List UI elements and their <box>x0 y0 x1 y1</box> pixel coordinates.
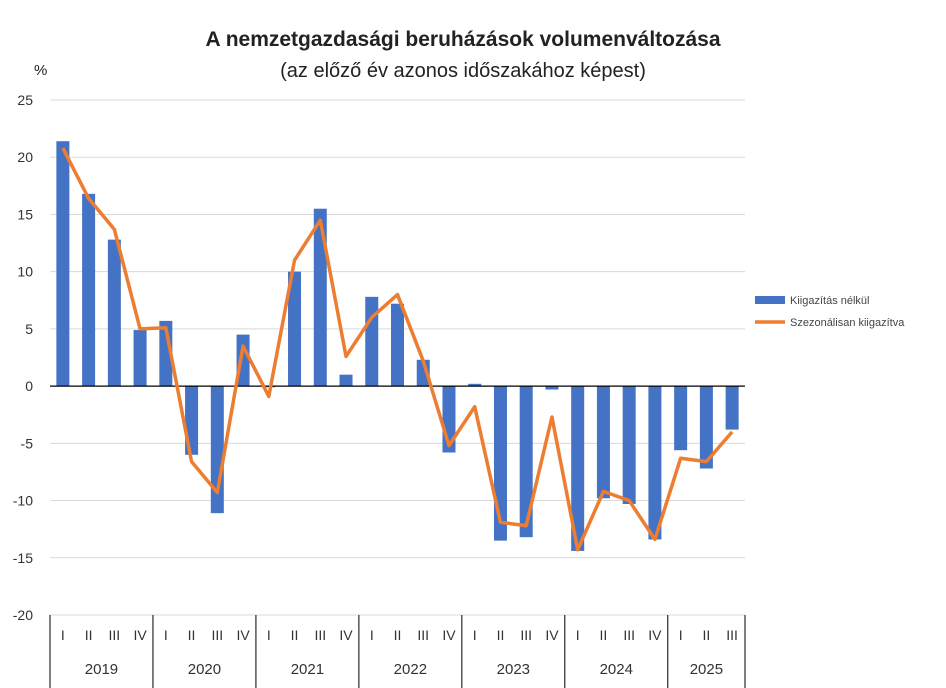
bar <box>313 208 327 387</box>
bar <box>571 386 585 551</box>
bar <box>133 330 147 387</box>
bar <box>725 386 739 430</box>
y-tick-label: 20 <box>17 149 33 165</box>
y-axis-unit: % <box>34 62 48 79</box>
y-tick-label: -15 <box>13 550 33 566</box>
x-tick-label: III <box>211 627 223 643</box>
legend-swatch-bar <box>755 296 785 304</box>
bar <box>622 386 636 504</box>
chart-title: A nemzetgazdasági beruházások volumenvál… <box>205 28 721 51</box>
bar <box>648 386 662 540</box>
bar <box>596 386 610 499</box>
bar <box>288 271 302 387</box>
line-series <box>61 147 734 552</box>
x-tick-label: IV <box>339 627 353 643</box>
x-tick-label: II <box>497 627 505 643</box>
year-label: 2021 <box>291 661 324 678</box>
year-label: 2023 <box>497 661 530 678</box>
x-tick-label: III <box>520 627 532 643</box>
year-label: 2025 <box>690 661 723 678</box>
bar <box>699 386 713 469</box>
year-label: 2020 <box>188 661 221 678</box>
chart-subtitle: (az előző év azonos időszakához képest) <box>280 60 646 82</box>
x-tick-label: I <box>61 627 65 643</box>
y-tick-label: 25 <box>17 92 33 108</box>
y-tick-label: -20 <box>13 607 33 623</box>
y-tick-label: 10 <box>17 264 33 280</box>
bar <box>468 383 482 387</box>
x-tick-label: II <box>188 627 196 643</box>
x-tick-label: I <box>473 627 477 643</box>
x-tick-label: II <box>394 627 402 643</box>
x-tick-label: III <box>417 627 429 643</box>
year-label: 2024 <box>600 661 633 678</box>
x-tick-label: II <box>702 627 710 643</box>
bar <box>391 303 404 387</box>
y-tick-label: -5 <box>21 435 34 451</box>
legend-label-bar: Kiigazítás nélkül <box>790 295 870 307</box>
x-tick-label: I <box>576 627 580 643</box>
x-tick-label: I <box>370 627 374 643</box>
bar <box>519 386 533 538</box>
y-tick-label: 0 <box>25 378 33 394</box>
x-tick-label: I <box>267 627 271 643</box>
x-tick-label: IV <box>442 627 456 643</box>
bar <box>339 374 353 387</box>
bar <box>82 193 96 387</box>
x-tick-label: II <box>291 627 299 643</box>
x-tick-label: III <box>314 627 326 643</box>
y-tick-label: -10 <box>13 493 33 509</box>
bar <box>545 386 559 390</box>
x-tick-label: III <box>726 627 738 643</box>
x-tick-label: IV <box>545 627 559 643</box>
bar <box>56 141 70 387</box>
x-tick-label: I <box>164 627 168 643</box>
year-label: 2022 <box>394 661 427 678</box>
y-tick-label: 5 <box>25 321 33 337</box>
x-tick-label: I <box>679 627 683 643</box>
legend-label-line: Szezonálisan kiigazítva <box>790 317 905 329</box>
year-label: 2019 <box>85 661 118 678</box>
x-tick-label: IV <box>236 627 250 643</box>
x-tick-label: III <box>109 627 121 643</box>
bar <box>674 386 688 451</box>
bar <box>365 296 379 387</box>
x-tick-label: IV <box>648 627 662 643</box>
bar <box>107 239 121 387</box>
x-tick-label: II <box>600 627 608 643</box>
x-tick-label: III <box>623 627 635 643</box>
x-tick-label: II <box>85 627 93 643</box>
y-tick-label: 15 <box>17 206 33 222</box>
x-tick-label: IV <box>133 627 147 643</box>
